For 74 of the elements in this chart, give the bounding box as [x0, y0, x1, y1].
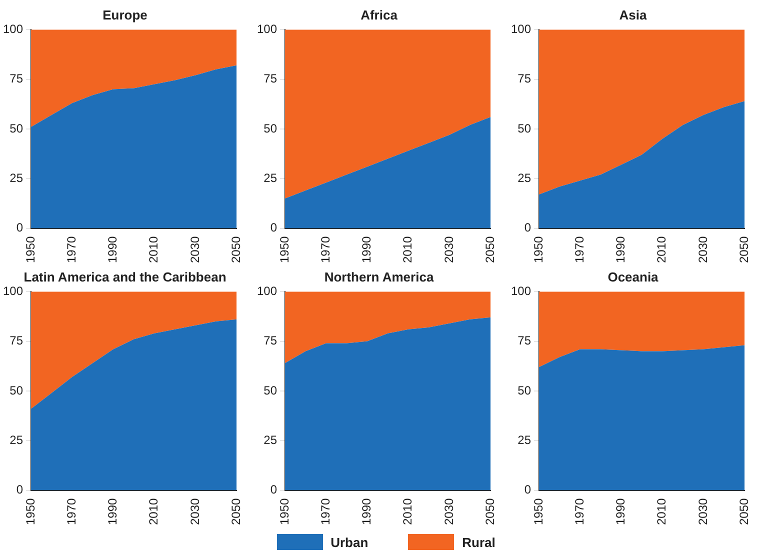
- x-tick-label: 1950: [531, 498, 546, 526]
- legend-label: Rural: [462, 534, 496, 550]
- y-tick-label: 100: [2, 22, 24, 36]
- x-tick-label: 2030: [696, 498, 710, 526]
- chart-title: Oceania: [608, 269, 660, 284]
- y-tick-label: 50: [264, 121, 278, 136]
- x-tick-label: 2030: [442, 236, 456, 264]
- x-tick-label: 2050: [228, 498, 243, 526]
- y-tick-label: 50: [10, 383, 24, 398]
- y-tick-label: 50: [10, 121, 24, 136]
- x-tick-label: 2010: [654, 236, 669, 264]
- y-tick-label: 25: [10, 170, 24, 185]
- y-tick-label: 75: [10, 334, 24, 348]
- x-tick-label: 2030: [188, 498, 202, 526]
- x-tick-label: 1970: [318, 498, 332, 526]
- x-tick-label: 1950: [23, 236, 38, 264]
- y-tick-label: 25: [264, 170, 278, 185]
- y-tick-label: 50: [518, 383, 532, 398]
- y-tick-label: 0: [16, 220, 24, 235]
- x-tick-label: 1990: [106, 498, 120, 526]
- x-tick-label: 1950: [277, 498, 292, 526]
- y-tick-label: 25: [518, 432, 532, 447]
- x-tick-label: 1950: [23, 498, 38, 526]
- x-tick-label: 1970: [572, 498, 586, 526]
- x-tick-label: 1990: [106, 236, 120, 264]
- x-tick-label: 2050: [482, 498, 497, 526]
- x-tick-label: 2010: [146, 498, 161, 526]
- y-tick-label: 50: [518, 121, 532, 136]
- x-tick-label: 1970: [572, 236, 586, 264]
- chart-title: Latin America and the Caribbean: [24, 269, 226, 284]
- y-tick-label: 25: [518, 170, 532, 185]
- x-tick-label: 1990: [360, 498, 374, 526]
- y-tick-label: 75: [518, 72, 532, 86]
- x-tick-label: 1950: [277, 236, 292, 264]
- legend-label: Urban: [330, 534, 368, 550]
- y-tick-label: 75: [264, 334, 278, 348]
- chart-title: Asia: [619, 7, 648, 22]
- x-tick-label: 2030: [188, 236, 202, 264]
- x-tick-label: 1970: [64, 236, 78, 264]
- y-tick-label: 100: [510, 284, 532, 298]
- x-tick-label: 2030: [696, 236, 710, 264]
- x-tick-label: 2050: [736, 498, 751, 526]
- chart-title: Africa: [360, 7, 398, 22]
- y-tick-label: 25: [264, 432, 278, 447]
- x-tick-label: 2050: [736, 236, 751, 264]
- x-tick-label: 2010: [400, 498, 415, 526]
- y-tick-label: 0: [524, 482, 532, 497]
- x-tick-label: 2050: [228, 236, 243, 264]
- y-tick-label: 100: [256, 284, 278, 298]
- x-tick-label: 2030: [442, 498, 456, 526]
- x-tick-label: 1990: [614, 498, 628, 526]
- y-tick-label: 100: [2, 284, 24, 298]
- x-tick-label: 1990: [614, 236, 628, 264]
- x-tick-label: 1970: [318, 236, 332, 264]
- x-tick-label: 2010: [146, 236, 161, 264]
- x-tick-label: 1990: [360, 236, 374, 264]
- x-tick-label: 1970: [64, 498, 78, 526]
- chart-title: Europe: [102, 7, 148, 22]
- x-tick-label: 2010: [654, 498, 669, 526]
- y-tick-label: 100: [256, 22, 278, 36]
- y-tick-label: 25: [10, 432, 24, 447]
- x-tick-label: 2010: [400, 236, 415, 264]
- y-tick-label: 0: [524, 220, 532, 235]
- chart-title: Northern America: [324, 269, 434, 284]
- y-tick-label: 0: [270, 220, 278, 235]
- y-tick-label: 100: [510, 22, 532, 36]
- x-tick-label: 2050: [482, 236, 497, 264]
- y-tick-label: 0: [16, 482, 24, 497]
- y-tick-label: 0: [270, 482, 278, 497]
- x-tick-label: 1950: [531, 236, 546, 264]
- y-tick-label: 75: [10, 72, 24, 86]
- y-tick-label: 75: [518, 334, 532, 348]
- y-tick-label: 50: [264, 383, 278, 398]
- y-tick-label: 75: [264, 72, 278, 86]
